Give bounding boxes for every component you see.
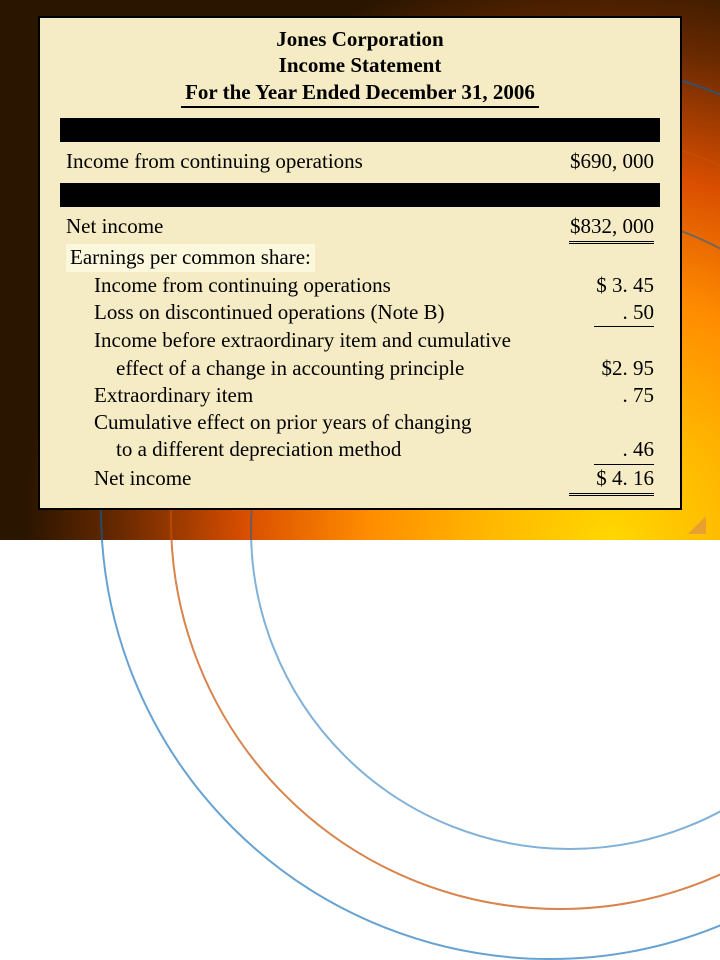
eps-heading: Earnings per common share: — [66, 244, 534, 271]
eps-before-extraordinary-line2: effect of a change in accounting princip… — [66, 355, 654, 382]
eps-cumulative-line1: Cumulative effect on prior years of chan… — [66, 409, 654, 436]
line-label: effect of a change in accounting princip… — [116, 355, 534, 382]
line-label: Cumulative effect on prior years of chan… — [94, 409, 534, 436]
line-label: Income from continuing operations — [66, 148, 534, 175]
statement-title: Income Statement — [66, 52, 654, 78]
line-label: Extraordinary item — [94, 382, 534, 409]
line-net-income: Net income $832, 000 — [66, 213, 654, 244]
eps-loss-discontinued: Loss on discontinued operations (Note B)… — [66, 299, 654, 327]
line-value: $832, 000 — [534, 213, 654, 244]
company-name: Jones Corporation — [66, 26, 654, 52]
eps-heading-row: Earnings per common share: — [66, 244, 654, 271]
statement-card: Jones Corporation Income Statement For t… — [38, 16, 682, 510]
line-label: Income from continuing operations — [94, 272, 534, 299]
eps-continuing-ops: Income from continuing operations $ 3. 4… — [66, 272, 654, 299]
line-value: $ 3. 45 — [534, 272, 654, 299]
line-label: Income before extraordinary item and cum… — [94, 327, 534, 354]
eps-extraordinary-item: Extraordinary item . 75 — [66, 382, 654, 409]
line-value: . 50 — [534, 299, 654, 327]
line-label: Loss on discontinued operations (Note B) — [94, 299, 534, 327]
eps-before-extraordinary-line1: Income before extraordinary item and cum… — [66, 327, 654, 354]
line-value: . 46 — [534, 436, 654, 464]
line-continuing-operations: Income from continuing operations $690, … — [66, 148, 654, 175]
line-label: Net income — [66, 213, 534, 244]
line-label: to a different depreciation method — [116, 436, 534, 464]
line-value: . 75 — [534, 382, 654, 409]
line-value: $2. 95 — [534, 355, 654, 382]
eps-net-income: Net income $ 4. 16 — [66, 465, 654, 496]
statement-header: Jones Corporation Income Statement For t… — [66, 26, 654, 108]
eps-cumulative-line2: to a different depreciation method . 46 — [66, 436, 654, 464]
divider-bar — [60, 183, 660, 207]
line-label: Net income — [94, 465, 534, 496]
divider-bar — [60, 118, 660, 142]
line-value: $ 4. 16 — [534, 465, 654, 496]
line-value: $690, 000 — [534, 148, 654, 175]
statement-period: For the Year Ended December 31, 2006 — [181, 79, 539, 108]
